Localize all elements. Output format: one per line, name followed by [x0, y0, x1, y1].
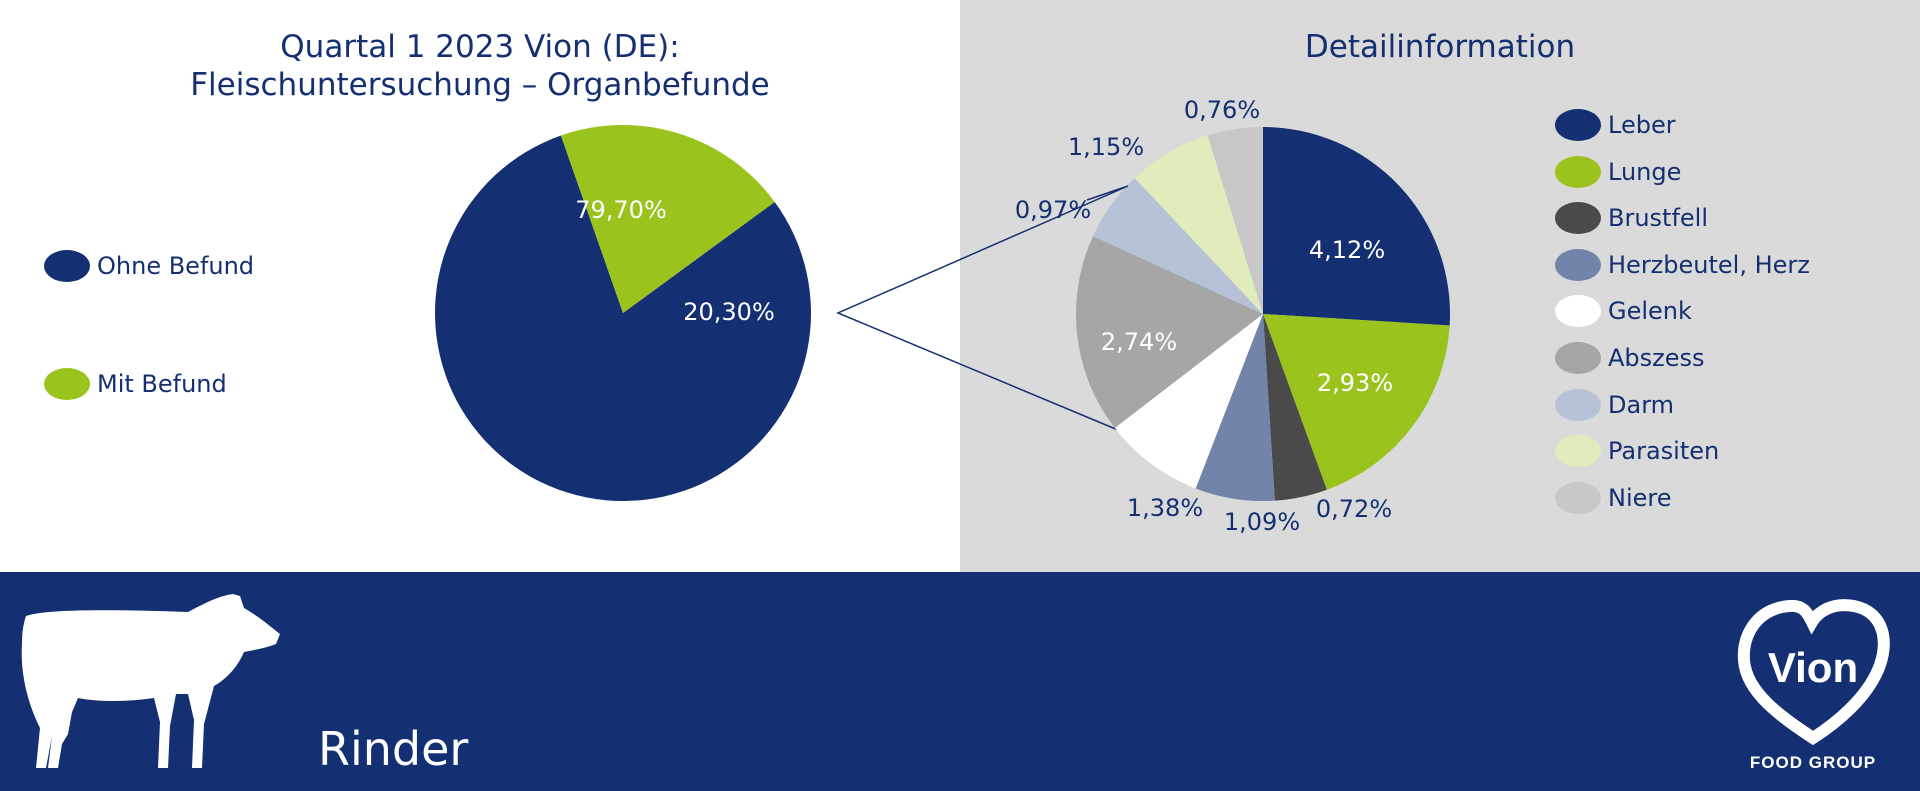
legend-swatch: [1555, 342, 1601, 374]
legend-swatch: [1555, 109, 1601, 141]
legend-swatch: [1555, 481, 1601, 514]
data-label-lunge: 2,93%: [1317, 369, 1393, 397]
pie-slice-mit-befund: [560, 124, 775, 313]
legend-label: Gelenk: [1608, 297, 1692, 326]
data-label-parasiten: 1,15%: [1068, 133, 1144, 161]
legend-swatch: [1555, 435, 1601, 468]
main-pie: 79,70% 20,30%: [434, 124, 811, 501]
legend-swatch: [1555, 202, 1601, 235]
logo-tagline: FOOD GROUP: [1750, 753, 1876, 772]
data-label-herzbeutel-herz: 1,09%: [1224, 508, 1300, 536]
pie-slice-herzbeutel-herz: [1195, 314, 1275, 501]
pie-slice-leber: [1263, 127, 1451, 326]
legend-item-mit-befund: Mit Befund: [44, 367, 227, 401]
chart-title: Quartal 1 2023 Vion (DE): Fleischuntersu…: [130, 28, 830, 104]
pie-slice-gelenk: [1114, 314, 1263, 489]
pie-slice-lunge: [1263, 314, 1450, 490]
cow-icon: [21, 594, 280, 768]
legend-item-leber: Leber: [1555, 108, 1676, 142]
data-label-mit-befund: 20,30%: [683, 298, 775, 326]
legend-label: Leber: [1608, 111, 1676, 139]
legend-label: Niere: [1608, 483, 1672, 512]
data-label-niere: 0,76%: [1184, 96, 1260, 124]
logo-wordmark: Vion: [1768, 644, 1858, 691]
legend-label: Mit Befund: [97, 370, 227, 398]
legend-swatch: [1555, 248, 1601, 281]
legend-label: Darm: [1608, 390, 1675, 419]
data-label-brustfell: 0,72%: [1316, 495, 1392, 523]
legend-item-parasiten: Parasiten: [1555, 434, 1719, 468]
vion-logo: Vion FOOD GROUP: [1737, 599, 1890, 772]
chart-title-line-1: Quartal 1 2023 Vion (DE):: [280, 29, 680, 65]
legend-label: Lunge: [1608, 157, 1682, 186]
charts-canvas: 79,70% 20,30% 4,12% 2,93% 0,72% 1,09% 1,38% 2,7…: [434, 96, 1451, 536]
legend-label: Brustfell: [1608, 204, 1709, 233]
pie-slice-brustfell: [1263, 314, 1327, 501]
legend-swatch: [44, 368, 90, 400]
legend-item-herzbeutel-herz: Herzbeutel, Herz: [1555, 248, 1810, 282]
detail-title: Detailinformation: [1304, 29, 1576, 65]
data-label-gelenk: 1,38%: [1127, 494, 1203, 522]
legend-swatch: [44, 250, 90, 282]
pie-slice-darm: [1093, 178, 1263, 314]
pie-slice-parasiten: [1134, 135, 1263, 314]
legend-swatch: [1555, 388, 1601, 421]
footer-banner: [0, 572, 1920, 791]
legend-item-ohne-befund: Ohne Befund: [44, 249, 254, 283]
legend-item-brustfell: Brustfell: [1555, 201, 1708, 235]
data-label-darm: 0,97%: [1015, 196, 1091, 224]
legend-item-gelenk: Gelenk: [1555, 294, 1692, 328]
legend-item-niere: Niere: [1555, 481, 1672, 515]
legend-label: Abszess: [1608, 344, 1705, 372]
legend-item-lunge: Lunge: [1555, 155, 1681, 189]
chart-title-line-2: Fleischuntersuchung – Organbefunde: [190, 67, 770, 103]
legend-swatch: [1555, 155, 1601, 188]
detail-pie: 4,12% 2,93% 0,72% 1,09% 1,38% 2,74% 0,97% 1,15%…: [1015, 96, 1451, 536]
data-label-ohne-befund: 79,70%: [575, 196, 667, 224]
category-label: Rinder: [318, 722, 469, 776]
leader-line-darm: [1086, 185, 1129, 201]
legend-label: Herzbeutel, Herz: [1608, 250, 1810, 279]
legend-label: Ohne Befund: [97, 252, 255, 280]
pie-slice-ohne-befund: [434, 135, 811, 501]
connector-line: [836, 185, 1129, 431]
legend-item-darm: Darm: [1555, 388, 1674, 422]
data-label-abszess: 2,74%: [1101, 328, 1177, 356]
legend-label: Parasiten: [1608, 437, 1720, 466]
data-label-leber: 4,12%: [1309, 236, 1385, 264]
pie-slice-abszess: [1075, 236, 1263, 429]
pie-slice-niere: [1207, 126, 1263, 314]
legend-item-abszess: Abszess: [1555, 341, 1705, 375]
legend-swatch: [1555, 295, 1601, 328]
